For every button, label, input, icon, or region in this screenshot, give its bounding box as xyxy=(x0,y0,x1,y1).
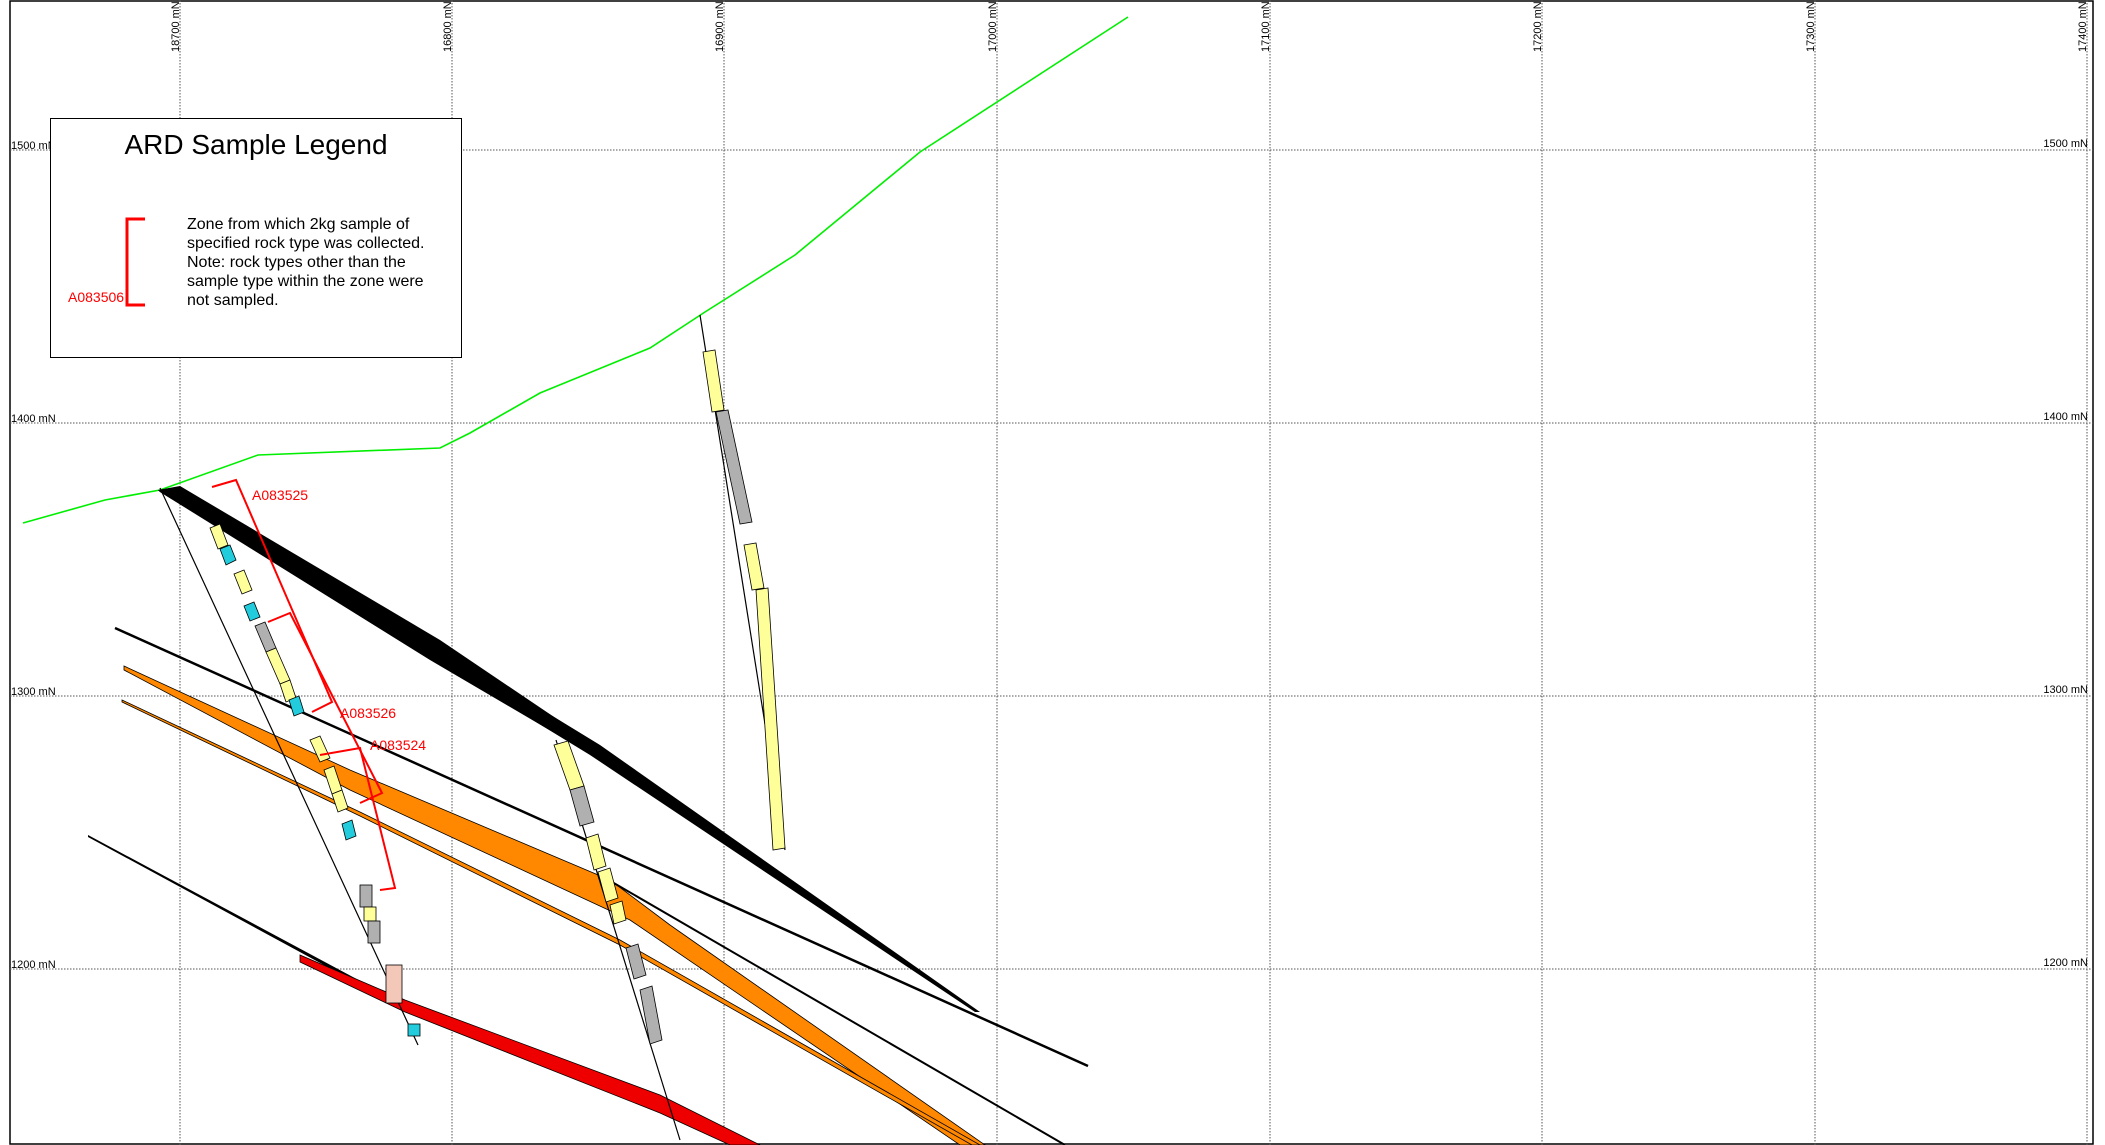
elevation-label-left: 1300 mN xyxy=(11,686,56,698)
northing-gridlines xyxy=(179,0,2088,1145)
core-segment-pink xyxy=(385,964,403,1004)
core-segment-grey xyxy=(359,884,373,908)
elevation-label-left: 1400 mN xyxy=(11,413,56,425)
plot-frame xyxy=(9,0,2094,1145)
elevation-label-right: 1400 mN xyxy=(2043,411,2088,423)
core-segment-yellow xyxy=(209,523,229,550)
northing-label: 16900 mN xyxy=(714,1,726,52)
core-segment-yellow xyxy=(755,587,786,851)
sample-label: A083526 xyxy=(340,705,396,721)
northing-label: 17100 mN xyxy=(1260,1,1272,52)
sample-label: A083525 xyxy=(252,487,308,503)
drillhole-1 xyxy=(159,487,421,1046)
elevation-label-left: 1200 mN xyxy=(11,959,56,971)
elevation-label-right: 1200 mN xyxy=(2043,957,2088,969)
geological-units xyxy=(88,486,1089,1145)
core-segment-yellow xyxy=(265,647,291,685)
core-segment-yellow xyxy=(597,867,619,903)
elevation-label-right: 1300 mN xyxy=(2043,684,2088,696)
legend-description: Zone from which 2kg sample of specified … xyxy=(187,216,425,309)
core-segment-cyan xyxy=(341,819,357,841)
elevation-label-right: 1500 mN xyxy=(2043,138,2088,150)
elevation-labels: 1500 mN 1400 mN 1300 mN 1200 mN 1500 mN … xyxy=(11,138,2088,971)
fault-wedge-black-thick xyxy=(158,486,600,748)
sample-zone-brackets xyxy=(211,478,397,891)
northing-label: 17300 mN xyxy=(1805,1,1817,52)
core-segment-yellow xyxy=(331,789,349,813)
core-segment-yellow xyxy=(233,569,253,595)
core-segment-yellow xyxy=(702,349,725,413)
northing-label: 17400 mN xyxy=(2077,1,2089,52)
elevation-gridlines xyxy=(10,149,2093,970)
core-segment-grey xyxy=(625,943,647,980)
northing-label: 16800 mN xyxy=(442,1,454,52)
core-segment-yellow xyxy=(585,833,607,871)
core-segment-grey xyxy=(715,409,753,525)
red-contact-thin xyxy=(88,835,405,1009)
topography-line xyxy=(22,16,1129,524)
legend-title: ARD Sample Legend xyxy=(124,129,388,160)
northing-labels: 18700 mN 16800 mN 16900 mN 17000 mN 1710… xyxy=(170,1,2089,52)
fault-line-lower xyxy=(599,874,1066,1145)
core-segment-yellow xyxy=(309,735,331,763)
core-segment-grey xyxy=(367,920,381,944)
orange-unit-upper xyxy=(123,665,986,1145)
core-segment-grey xyxy=(569,785,595,827)
orange-unit-lower xyxy=(121,699,981,1145)
legend-example-id: A083506 xyxy=(68,289,125,305)
sample-label: A083524 xyxy=(370,737,426,753)
core-segment-cyan xyxy=(407,1023,421,1037)
legend-box: ARD Sample Legend A083506 Zone from whic… xyxy=(50,118,462,358)
elevation-label-left: 1500 mN xyxy=(11,140,56,152)
sample-bracket-icon xyxy=(125,217,145,307)
core-segment-cyan xyxy=(219,544,237,566)
northing-label: 17000 mN xyxy=(987,1,999,52)
core-segment-grey xyxy=(639,985,663,1045)
core-segment-yellow xyxy=(363,906,377,922)
northing-label: 17200 mN xyxy=(1532,1,1544,52)
red-unit xyxy=(299,954,761,1145)
sample-zone-bracket xyxy=(319,746,397,891)
sample-zone-bracket xyxy=(267,611,384,804)
sample-zone-bracket xyxy=(211,478,334,713)
core-segment-grey xyxy=(254,621,277,653)
drillhole-trace xyxy=(159,487,419,1046)
northing-label: 18700 mN xyxy=(170,1,182,52)
drillhole-2 xyxy=(553,739,681,1141)
drillhole-3 xyxy=(699,314,786,851)
core-segment-cyan xyxy=(288,695,305,717)
core-segment-yellow xyxy=(743,542,765,591)
core-segment-yellow xyxy=(609,900,627,925)
core-segment-cyan xyxy=(243,601,261,622)
